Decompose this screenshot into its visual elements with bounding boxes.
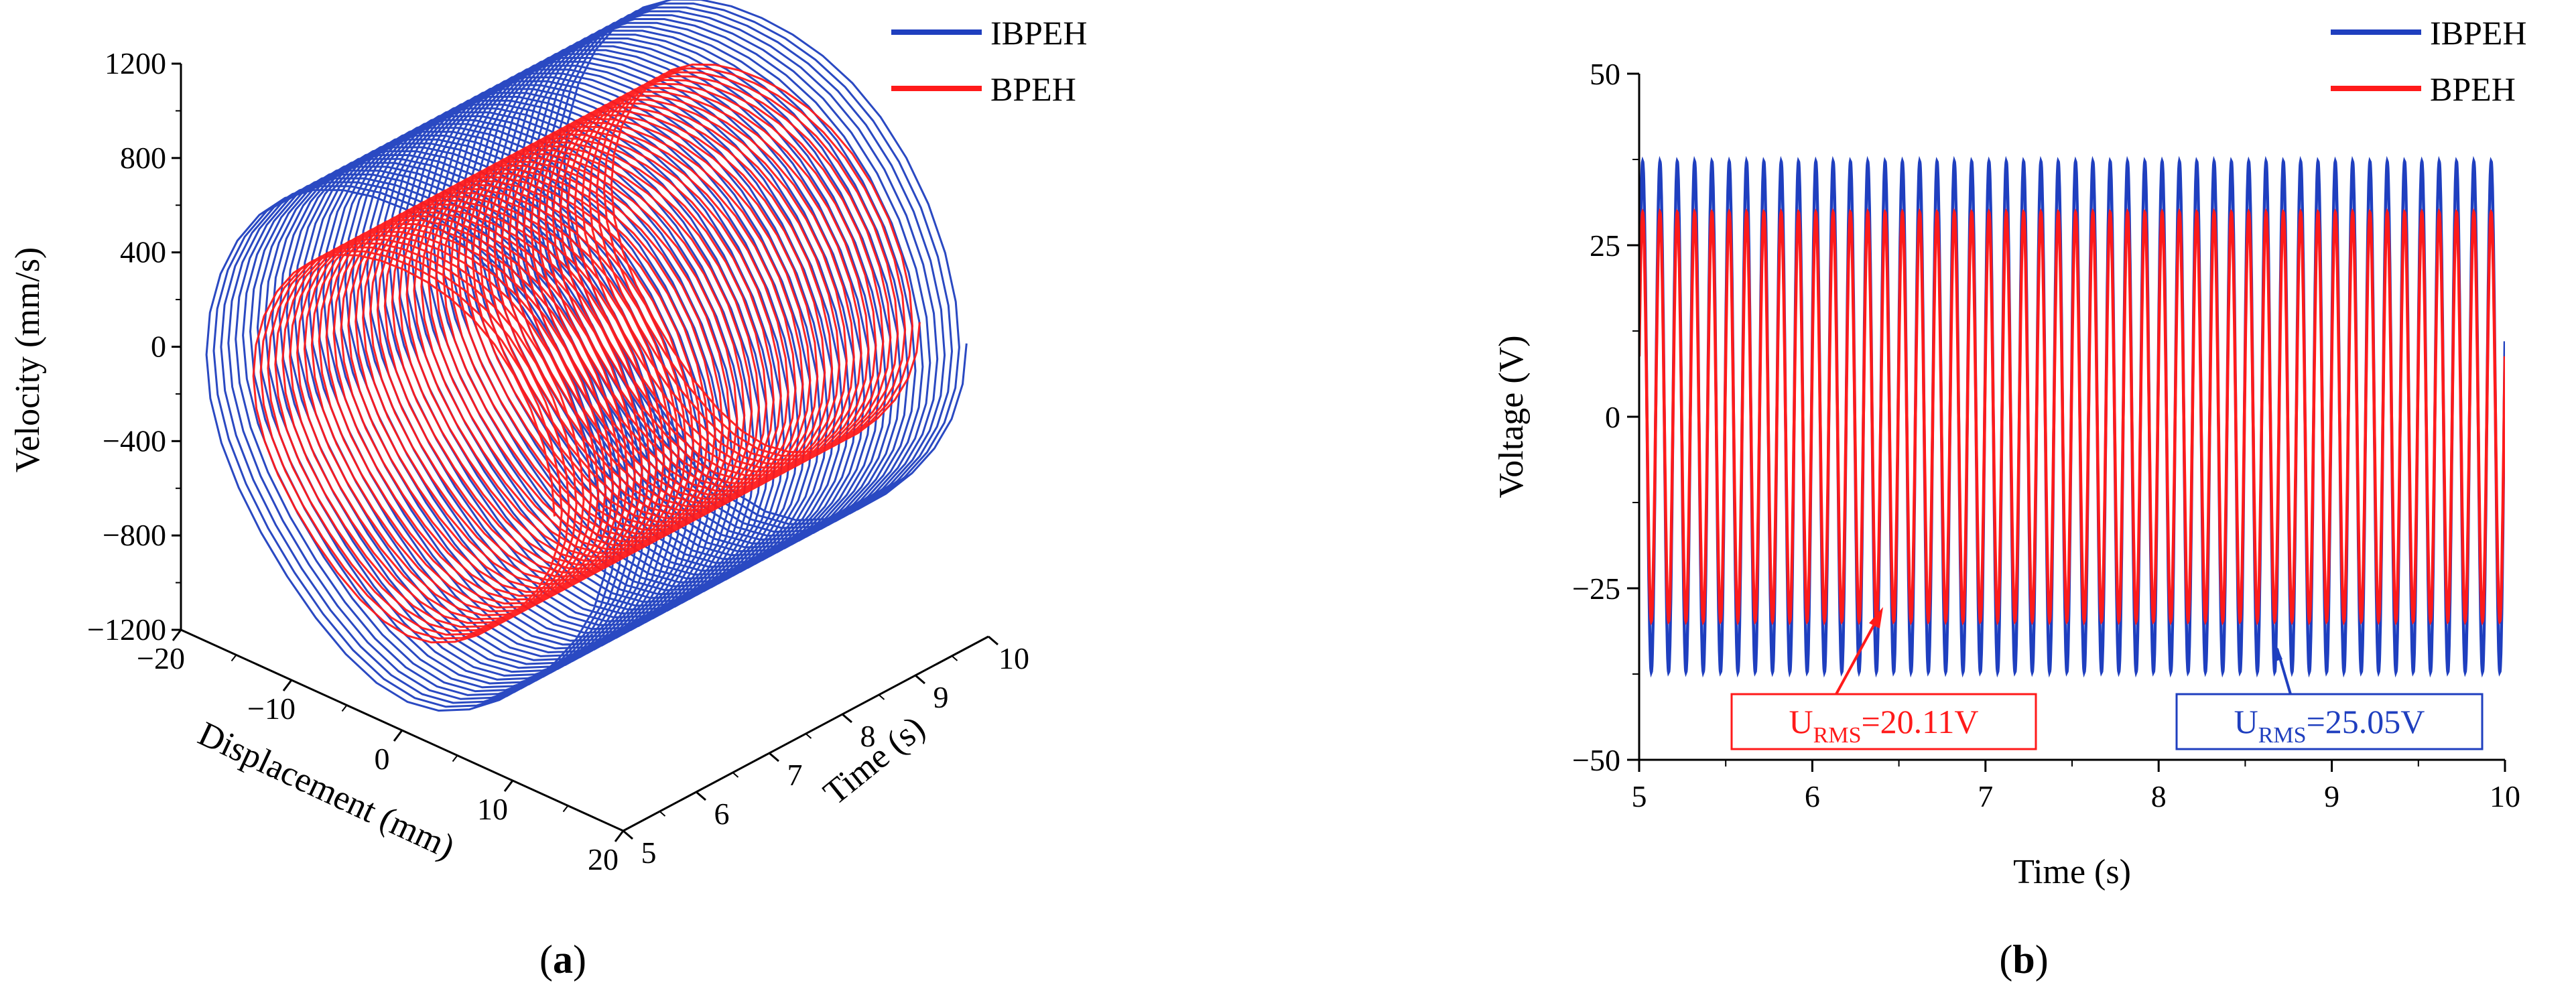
annotation-bpeh-arrowhead [1869,607,1883,628]
phase-portrait-curves [205,0,968,712]
b-x-tick-label: 6 [1805,779,1820,813]
panel-b-axes: 50 25 0 −25 −50 5 6 7 8 9 10 [1572,57,2520,813]
legend-a-ibpeh-label: IBPEH [990,14,1087,52]
b-y-tick-label: 50 [1590,57,1620,91]
b-y-tick-label: 25 [1590,228,1620,263]
series-bpeh-voltage-line [1639,208,2505,626]
x-tick [503,780,514,792]
annotation-bpeh-arrow [1835,612,1882,695]
legend-b-ibpeh-label: IBPEH [2430,14,2526,52]
panel-a-axes: 1200 800 400 0 −400 −800 −1200−20 −10 0 10 20 5 6 7 8 9… [87,46,1029,876]
b-x-axis-title: Time (s) [2013,853,2131,891]
b-y-tick-label: 0 [1605,400,1620,434]
z-tick-label: −400 [103,423,166,458]
z-tick-label: 1200 [105,46,166,80]
x-minor-tick [231,654,237,662]
b-x-tick-label: 9 [2324,779,2339,813]
x-tick [614,830,625,842]
t-minor-tick [659,811,666,817]
t-tick [915,674,925,685]
x-tick [172,629,182,641]
t-tick-label: 10 [999,641,1029,675]
x-tick [282,679,293,691]
z-tick-label: −1200 [87,612,166,647]
panel-label-a: (a) [539,937,586,982]
b-x-tick-label: 7 [1978,779,1993,813]
t-tick [623,829,633,840]
annotation-ibpeh-arrowhead [2272,642,2282,662]
x-tick-label: 0 [375,742,390,776]
t-tick [696,791,706,801]
t-tick [988,635,999,646]
series-ibpeh-phase-curve [205,0,968,712]
x-tick [393,730,403,742]
x-tick-label: −20 [137,641,185,675]
t-minor-tick [732,772,739,778]
z-tick-label: 0 [151,330,166,364]
t-tick [769,752,779,762]
x-minor-tick [452,754,458,762]
b-y-axis-title: Voltage (V) [1492,335,1531,498]
chart-panel-a: 1200 800 400 0 −400 −800 −1200−20 −10 0 10 20 5 6 7 8 9… [9,0,1087,982]
legend-a-bpeh-label: BPEH [990,70,1076,108]
panel-label-b: (b) [1999,937,2048,982]
legend-b-bpeh-label: BPEH [2430,70,2516,108]
t-minor-tick [805,733,812,739]
t-tick-label: 6 [714,797,730,831]
annotation-ibpeh-label: URMS=25.05V [2234,703,2425,748]
series-bpeh-phase-curve [252,63,921,644]
z-axis-title: Velocity (mm/s) [9,247,47,473]
b-x-tick-label: 10 [2490,779,2520,813]
x-tick-label: −10 [247,691,296,726]
x-tick-label: 20 [588,842,619,876]
b-x-tick-label: 5 [1632,779,1647,813]
z-tick-label: −800 [103,518,166,552]
legend-b: IBPEH BPEH [2331,14,2526,108]
z-tick-label: 800 [120,141,166,175]
t-tick-label: 9 [933,680,949,714]
legend-a: IBPEH BPEH [891,14,1087,108]
x-tick-label: 10 [477,792,508,826]
t-minor-tick [951,655,958,661]
z-tick-label: 400 [120,235,166,269]
annotation-bpeh-urms: URMS=20.11V [1730,607,2037,750]
t-tick [842,713,852,724]
b-y-tick-label: −25 [1572,572,1620,606]
b-x-tick-label: 8 [2151,779,2167,813]
annotation-bpeh-label: URMS=20.11V [1789,703,1979,748]
t-minor-tick [878,694,885,700]
x-minor-tick [341,704,348,712]
t-tick-label: 7 [787,758,803,792]
annotation-bpeh-box [1730,693,2037,750]
t-tick-label: 8 [860,719,876,753]
annotation-ibpeh-box [2175,693,2484,750]
x-minor-tick [562,805,569,813]
chart-panel-b: 50 25 0 −25 −50 5 6 7 8 9 10 IBPEH BPEH URMS=20.11… [1492,14,2526,982]
b-y-tick-label: −50 [1572,743,1620,777]
annotation-ibpeh-urms: URMS=25.05V [2175,642,2484,750]
t-tick-label: 5 [641,836,657,870]
